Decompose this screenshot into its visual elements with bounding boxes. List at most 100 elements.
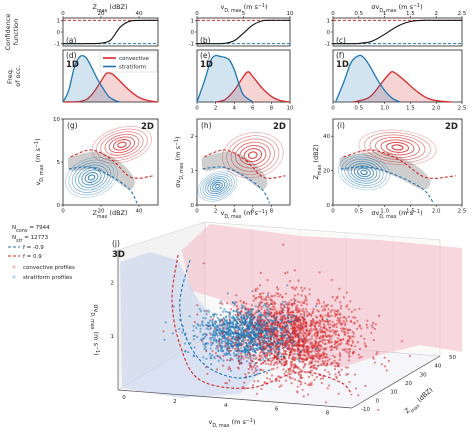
point — [304, 297, 307, 300]
point — [308, 363, 311, 366]
point — [329, 349, 333, 352]
point — [342, 296, 345, 299]
point — [250, 368, 253, 371]
point — [274, 351, 277, 354]
point — [202, 316, 205, 320]
point — [265, 306, 268, 309]
point — [218, 355, 221, 358]
point — [328, 384, 331, 387]
point — [214, 339, 217, 342]
point — [287, 301, 290, 304]
point — [256, 322, 259, 325]
point — [329, 335, 332, 338]
point — [266, 342, 269, 345]
point — [237, 360, 241, 363]
point — [184, 350, 187, 353]
point — [250, 311, 253, 314]
point — [222, 345, 225, 348]
point — [268, 354, 271, 357]
point — [309, 350, 312, 354]
point — [268, 307, 272, 310]
point — [277, 346, 280, 349]
point — [241, 318, 244, 321]
point — [278, 379, 281, 382]
stratiform-contour — [212, 181, 223, 191]
point — [265, 371, 269, 374]
axes-frame — [196, 118, 291, 206]
convective-contour — [91, 126, 152, 164]
point — [203, 309, 206, 312]
point — [296, 300, 300, 303]
point — [209, 341, 212, 344]
point — [250, 321, 253, 324]
point — [320, 381, 323, 385]
point — [300, 350, 303, 353]
point — [258, 303, 261, 306]
point — [302, 395, 305, 398]
point — [272, 363, 275, 367]
point — [351, 341, 354, 344]
point — [305, 308, 308, 311]
point — [264, 340, 267, 343]
point — [228, 325, 232, 329]
point — [246, 322, 249, 325]
point — [300, 339, 303, 342]
point — [294, 288, 297, 291]
point — [270, 361, 273, 364]
point — [314, 322, 317, 325]
point — [235, 319, 238, 322]
point — [254, 305, 257, 308]
point — [270, 368, 273, 371]
point — [372, 321, 375, 325]
point — [345, 350, 348, 353]
point — [162, 330, 165, 333]
point — [254, 362, 257, 365]
point — [298, 380, 301, 383]
point — [240, 357, 243, 360]
point — [286, 347, 290, 350]
point — [341, 348, 345, 351]
point — [222, 349, 225, 352]
point — [342, 330, 345, 333]
point — [289, 370, 292, 373]
y-tick-label: -1 — [55, 42, 60, 48]
dimension-tag: 1D — [200, 60, 213, 70]
point — [255, 329, 258, 332]
point — [354, 373, 357, 376]
point — [260, 387, 263, 391]
point — [251, 345, 254, 348]
point — [343, 333, 346, 336]
point — [267, 296, 270, 299]
x-tick-label: 40 — [136, 11, 143, 17]
point — [323, 360, 327, 363]
point — [265, 313, 268, 316]
x-tick-label: 1.5 — [406, 106, 415, 112]
point — [310, 329, 313, 332]
point — [323, 364, 326, 367]
point — [310, 324, 313, 327]
point — [291, 323, 294, 326]
point — [224, 336, 227, 339]
point — [319, 348, 322, 351]
x-tick-label: 0 — [61, 209, 65, 215]
point — [244, 308, 247, 311]
point — [338, 353, 341, 356]
point — [211, 341, 215, 344]
point — [296, 345, 299, 349]
convective-contour — [380, 139, 415, 156]
point — [232, 316, 235, 319]
point — [215, 347, 218, 350]
point — [232, 323, 235, 326]
point — [226, 332, 229, 335]
point — [214, 326, 217, 329]
point — [226, 322, 229, 325]
point — [234, 327, 237, 330]
point — [234, 347, 237, 350]
x-tick-label: 0 — [331, 209, 335, 215]
panel-e: 0 2 4 6 8 10 (e)1D — [195, 49, 294, 112]
point — [284, 379, 288, 382]
point — [293, 328, 296, 331]
point — [256, 365, 259, 368]
point — [321, 335, 324, 338]
point — [293, 314, 296, 318]
